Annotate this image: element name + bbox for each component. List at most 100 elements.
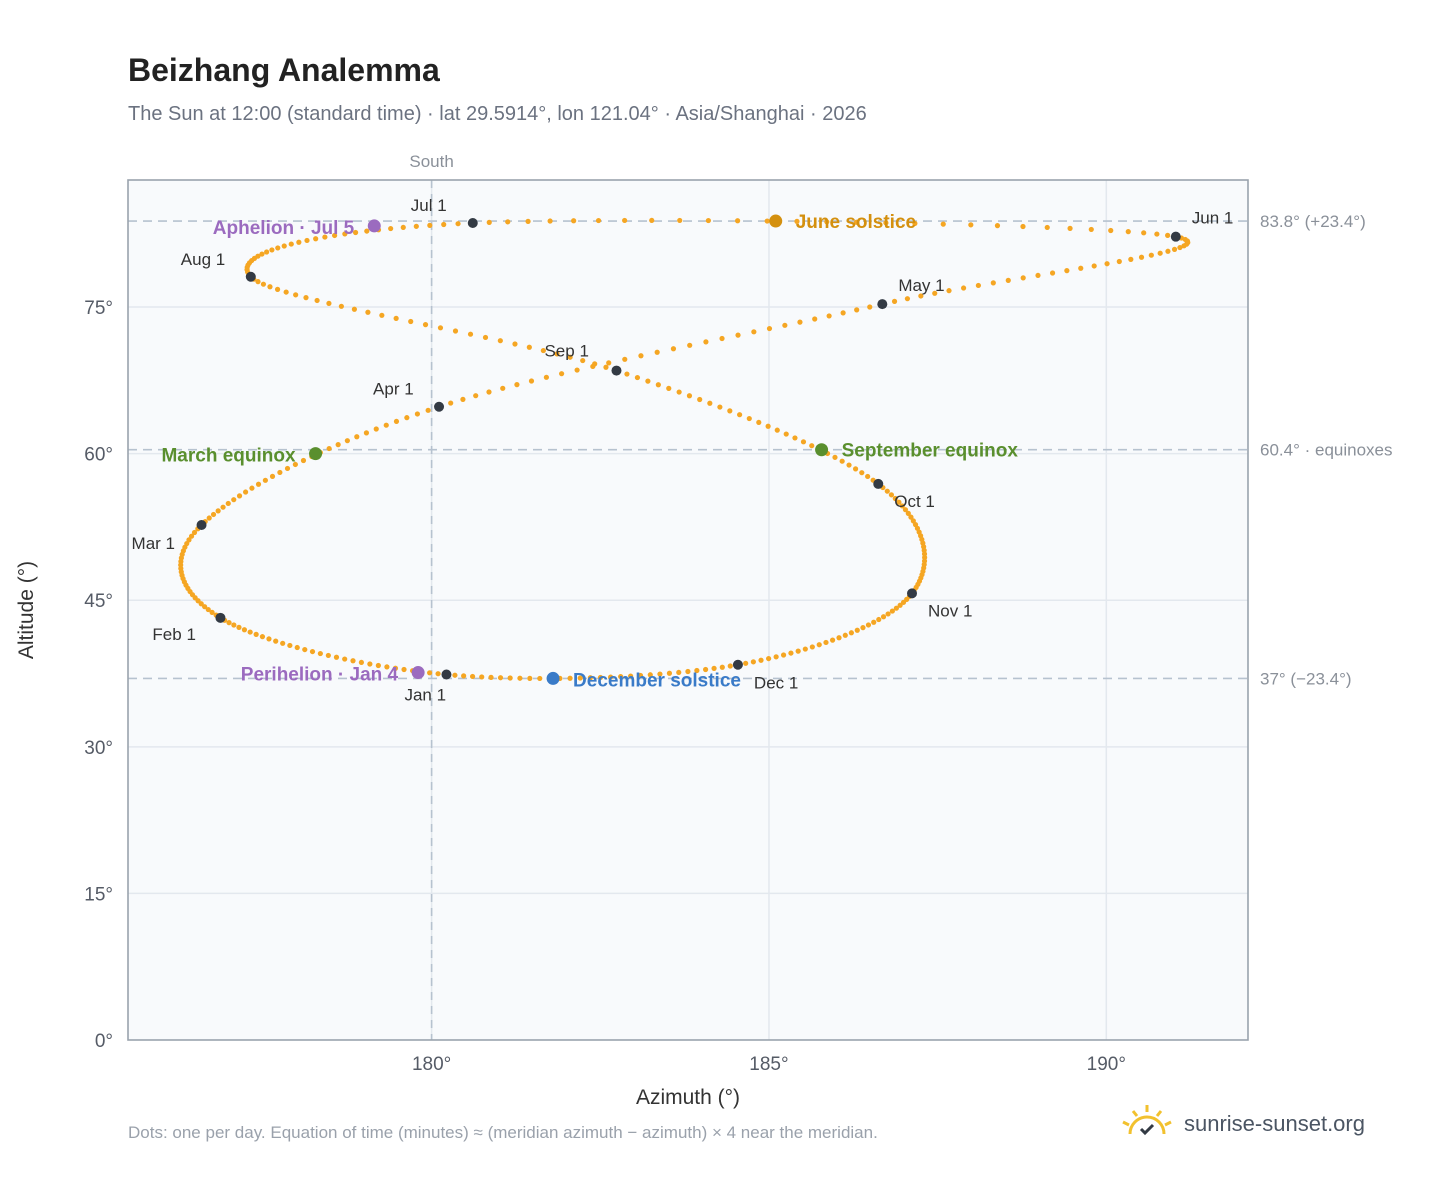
daily-dot	[794, 218, 800, 224]
event-marker	[309, 447, 323, 461]
daily-dot	[703, 339, 709, 345]
daily-dot	[657, 671, 663, 677]
daily-dot	[350, 658, 356, 664]
daily-dot	[253, 631, 259, 637]
daily-dot	[273, 638, 279, 644]
daily-dot	[342, 231, 348, 237]
daily-dot	[393, 418, 400, 425]
daily-dot	[209, 609, 215, 615]
daily-dot	[654, 349, 660, 355]
daily-dot	[384, 664, 390, 670]
daily-dot	[191, 529, 198, 536]
daily-dot	[802, 646, 808, 652]
daily-dot	[666, 670, 673, 676]
daily-dot	[247, 629, 253, 635]
x-tick-label: 190°	[1087, 1054, 1126, 1075]
daily-dot	[876, 616, 882, 623]
daily-dot	[912, 220, 918, 227]
daily-dot	[608, 674, 614, 680]
daily-dot	[479, 674, 485, 680]
markers	[196, 214, 1181, 685]
brand[interactable]: sunrise-sunset.org	[1120, 1102, 1365, 1146]
month-label: Sep 1	[544, 342, 588, 361]
daily-dot	[455, 221, 461, 227]
daily-dot	[567, 675, 573, 681]
daily-dot	[497, 338, 503, 344]
daily-dot	[687, 342, 693, 348]
daily-dot	[1091, 263, 1097, 269]
daily-dot	[766, 325, 773, 332]
daily-dot	[727, 408, 733, 414]
daily-dot	[206, 515, 212, 521]
daily-dot	[634, 374, 641, 381]
daily-dot	[1165, 232, 1171, 238]
daily-dot	[670, 346, 677, 352]
daily-dot	[764, 218, 770, 224]
x-tick-label: 185°	[749, 1054, 788, 1075]
daily-dot	[473, 393, 479, 399]
daily-dot	[358, 659, 365, 666]
daily-dot	[275, 245, 281, 251]
month-marker	[732, 659, 743, 670]
daily-dot	[645, 378, 651, 384]
daily-dot	[746, 415, 752, 422]
daily-dot	[188, 533, 195, 539]
daily-dot	[231, 622, 237, 628]
daily-dot	[414, 411, 421, 417]
event-marker	[769, 214, 783, 228]
daily-dot	[537, 675, 543, 682]
event-marker	[815, 443, 829, 457]
daily-dot	[727, 663, 733, 669]
daily-dot	[1020, 223, 1026, 230]
daily-dot	[342, 656, 348, 662]
daily-dot	[836, 635, 842, 641]
daily-dot	[527, 675, 533, 681]
daily-dot	[618, 673, 624, 680]
daily-dot	[486, 389, 492, 395]
daily-dot	[788, 650, 794, 656]
daily-dot	[1148, 252, 1154, 258]
daily-dot	[946, 288, 952, 294]
daily-dot	[574, 367, 580, 373]
daily-dot	[1141, 230, 1147, 236]
axis-ticks: 0° 15° 30° 45° 60° 75° 180° 185° 190°	[84, 298, 1126, 1075]
daily-dot	[267, 284, 273, 290]
daily-dot	[756, 419, 762, 426]
chart-footnote: Dots: one per day. Equation of time (min…	[128, 1123, 878, 1142]
daily-dot	[848, 630, 854, 636]
daily-dot	[488, 674, 494, 680]
daily-dot	[467, 331, 474, 337]
daily-dot	[186, 537, 192, 543]
daily-dot	[737, 412, 743, 418]
daily-dot	[205, 606, 211, 613]
daily-dot	[452, 672, 458, 678]
daily-dot	[344, 438, 350, 444]
daily-dot	[269, 247, 275, 253]
daily-dot	[809, 644, 815, 650]
reference-lines: South 83.8° (+23.4°) 60.4° · equinoxes 37° …	[128, 152, 1393, 1040]
month-marker	[877, 299, 888, 310]
daily-dot	[507, 675, 513, 681]
daily-dot	[241, 627, 248, 633]
daily-dot	[735, 218, 741, 224]
daily-dot	[880, 614, 887, 620]
daily-dot	[883, 220, 889, 226]
daily-dot	[865, 473, 871, 480]
daily-dot	[676, 389, 682, 395]
reference-line-label: 83.8° (+23.4°)	[1260, 212, 1366, 231]
daily-dot	[264, 249, 270, 255]
event-label: December solstice	[573, 670, 741, 691]
daily-dot	[1116, 258, 1122, 265]
daily-dot	[884, 488, 890, 494]
y-tick-label: 15°	[84, 884, 113, 905]
daily-dot	[719, 335, 725, 342]
daily-dot	[526, 344, 532, 350]
daily-dot	[441, 221, 447, 228]
daily-dot	[540, 347, 546, 354]
daily-dot	[839, 458, 845, 464]
daily-dot	[335, 442, 341, 448]
daily-dot	[364, 228, 370, 234]
daily-dot	[236, 624, 242, 630]
daily-dot	[309, 648, 316, 655]
